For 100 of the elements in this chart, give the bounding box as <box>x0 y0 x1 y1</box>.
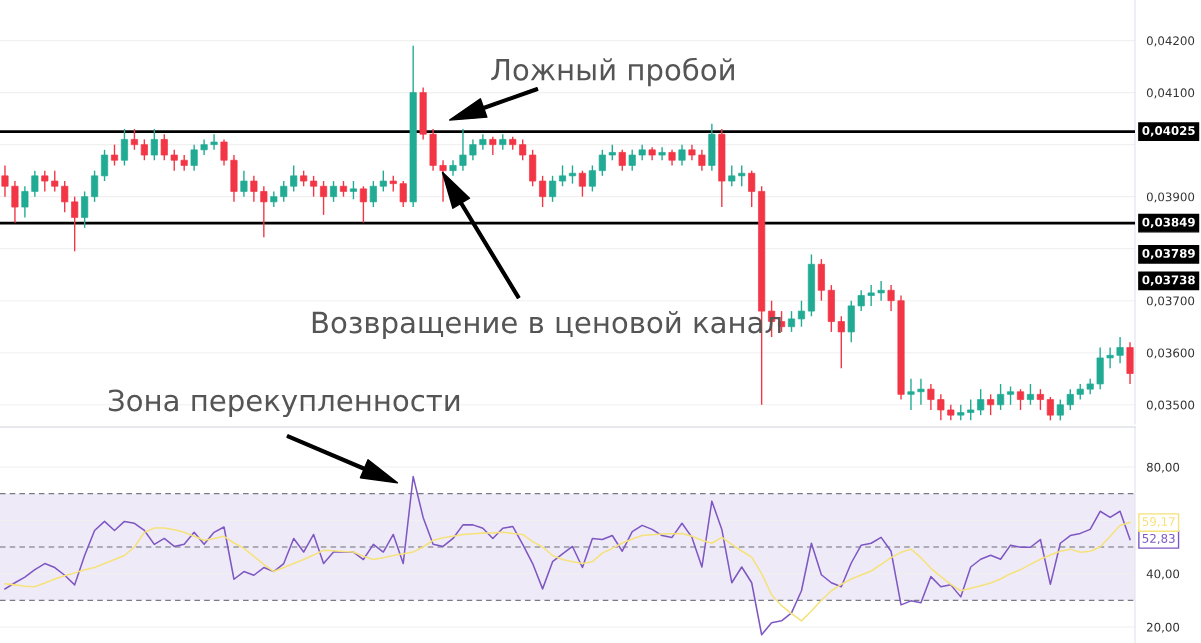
line-series <box>4 475 1131 636</box>
candlestick <box>170 149 178 172</box>
candlestick <box>180 154 188 172</box>
candlestick <box>618 149 626 172</box>
y-tick-label: 0,03500 <box>1146 400 1195 411</box>
candlestick <box>21 185 29 219</box>
y-tick-label: 20,00 <box>1146 622 1180 633</box>
candlestick <box>160 133 168 161</box>
candlestick <box>1046 396 1054 422</box>
candlestick <box>748 169 756 208</box>
candlestick <box>280 180 288 203</box>
candlestick <box>997 383 1005 411</box>
candlestick <box>1106 346 1114 370</box>
candlestick <box>459 128 467 172</box>
candlestick <box>140 138 148 161</box>
candlestick <box>877 280 885 302</box>
y-tick-label: 0,03700 <box>1146 296 1195 307</box>
candlestick <box>449 159 457 177</box>
text: 0,03738 <box>1142 275 1195 286</box>
candlestick <box>549 175 557 203</box>
candlestick <box>887 284 895 312</box>
candlestick <box>31 169 39 198</box>
candlestick <box>81 190 89 229</box>
candlestick <box>519 138 527 161</box>
data-label: 59,17 <box>1142 517 1175 528</box>
candlestick <box>260 185 268 238</box>
y-tick-label: 40,00 <box>1146 569 1180 580</box>
candlestick <box>290 164 298 193</box>
candlestick <box>1026 383 1034 406</box>
candlestick <box>41 169 49 193</box>
candlestick <box>101 149 109 182</box>
candlestick <box>379 169 387 193</box>
candlestick <box>937 393 945 422</box>
candlestick <box>728 164 736 187</box>
text: 0,03789 <box>1142 248 1195 260</box>
candlestick <box>1007 385 1015 406</box>
candlestick <box>120 128 128 167</box>
candlestick <box>200 138 208 156</box>
candlestick <box>987 393 995 416</box>
candlestick <box>967 398 975 422</box>
candlestick <box>1116 336 1124 364</box>
candlestick <box>738 164 746 187</box>
candlestick <box>489 136 497 156</box>
candlestick <box>349 180 357 200</box>
candlestick <box>628 149 636 172</box>
candlestick <box>150 128 158 161</box>
ref-line-label: 0,03849 <box>1142 217 1195 229</box>
candlestick <box>588 164 596 193</box>
line-series <box>4 521 1131 622</box>
ref-line-label: 0,04025 <box>1142 126 1195 137</box>
candlestick <box>907 378 915 411</box>
y-tick-label: 80,00 <box>1146 462 1180 473</box>
candlestick <box>369 180 377 208</box>
candlestick <box>658 146 666 161</box>
candlestick <box>220 138 228 167</box>
annotation: Ложный пробой <box>491 57 734 87</box>
candlestick <box>698 149 706 172</box>
candlestick <box>439 159 447 203</box>
annotation: Зона перекупленности <box>108 389 460 418</box>
candlestick <box>797 300 806 328</box>
candlestick <box>210 133 218 151</box>
candlestick <box>977 388 985 416</box>
candlestick <box>240 169 248 198</box>
candlestick <box>578 169 586 198</box>
candlestick <box>927 383 935 411</box>
candlestick <box>479 133 487 151</box>
candlestick <box>678 143 686 167</box>
candlestick <box>1066 388 1074 411</box>
candlestick <box>1036 388 1044 411</box>
candlestick <box>568 164 577 185</box>
candlestick <box>857 289 865 312</box>
candlestick <box>598 149 606 177</box>
candlestick <box>61 180 69 213</box>
candlestick <box>91 169 99 203</box>
y-tick-label: 0,03900 <box>1146 192 1195 203</box>
candlestick <box>310 175 318 198</box>
candlestick <box>51 169 59 193</box>
candlestick <box>867 284 875 307</box>
y-tick-label: 0,04200 <box>1146 36 1195 47</box>
candlestick <box>917 378 925 406</box>
candlestick <box>250 175 258 203</box>
candlestick <box>558 164 567 187</box>
candlestick <box>320 180 328 216</box>
candlestick <box>1016 388 1025 411</box>
candlestick <box>787 310 796 333</box>
candlestick <box>190 143 198 172</box>
candlestick <box>1056 398 1064 422</box>
candlestick <box>71 195 79 252</box>
candlestick <box>1 164 9 198</box>
candlestick <box>359 185 367 224</box>
candlestick <box>130 128 138 151</box>
candlestick <box>110 143 119 167</box>
candlestick <box>837 315 845 370</box>
candlestick <box>11 180 19 224</box>
candlestick <box>469 138 477 161</box>
y-tick-label: 0,03600 <box>1146 348 1195 359</box>
candlestick <box>399 180 407 208</box>
data-label: 52,83 <box>1142 533 1175 545</box>
candlestick <box>539 175 547 208</box>
y-tick-label: 0,04100 <box>1146 88 1195 99</box>
